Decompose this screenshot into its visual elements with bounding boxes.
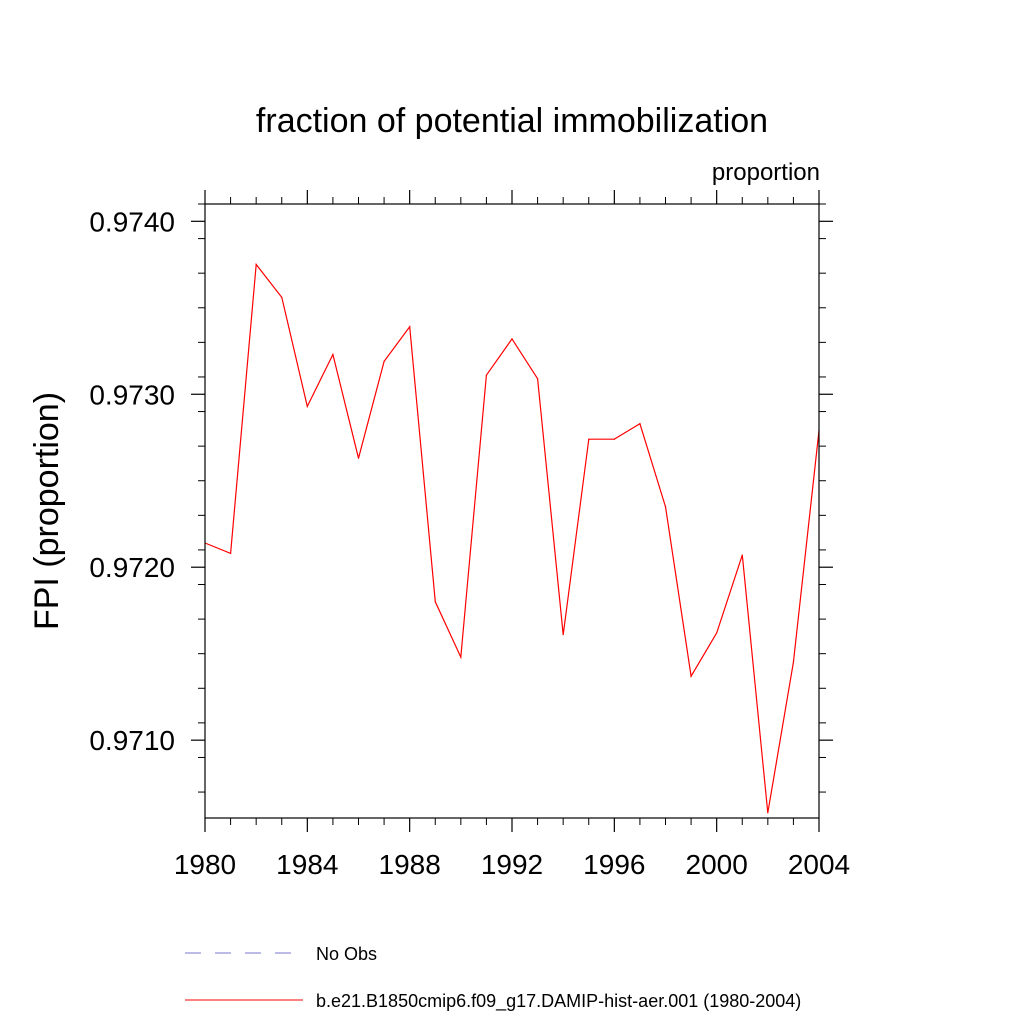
data-point (229, 552, 232, 554)
chart-subtitle-right: proportion (712, 159, 820, 186)
legend-label: No Obs (316, 944, 377, 964)
x-tick-label: 1996 (583, 849, 645, 880)
legend-label: b.e21.B1850cmip6.f09_g17.DAMIP-hist-aer.… (316, 991, 801, 1012)
data-point (613, 438, 615, 440)
x-tick-label: 1984 (276, 849, 338, 880)
data-point (460, 656, 462, 658)
data-point (511, 338, 513, 340)
data-point (383, 360, 385, 362)
y-tick-label: 0.9730 (89, 379, 175, 410)
chart-title: fraction of potential immobilization (256, 102, 768, 140)
y-tick-labels: 0.9710 0.9720 0.9730 0.9740 (89, 206, 175, 756)
data-point (332, 353, 334, 356)
data-point (792, 661, 795, 663)
y-axis-label: FPI (proportion) (28, 392, 66, 630)
x-tick-label: 1980 (174, 849, 236, 880)
x-tick-label: 2000 (686, 849, 748, 880)
data-point (690, 675, 692, 677)
x-tick-label: 1988 (379, 849, 441, 880)
data-point (485, 374, 488, 376)
data-point (434, 601, 436, 603)
y-tick-label: 0.9710 (89, 725, 175, 756)
data-point (409, 326, 411, 328)
data-point (639, 423, 641, 425)
x-tick-labels: 1980 1984 1988 1992 1996 2000 2004 (174, 849, 850, 880)
series-line (204, 262, 820, 813)
y-tick-label: 0.9740 (89, 206, 175, 237)
plot-frame (204, 203, 820, 819)
data-point (357, 457, 360, 459)
data-point (281, 296, 283, 298)
data-point (741, 554, 743, 556)
y-tick-label: 0.9720 (89, 552, 175, 583)
data-point (716, 632, 718, 634)
data-point (562, 634, 564, 636)
data-point (255, 263, 257, 266)
x-tick-label: 1992 (481, 849, 543, 880)
data-point (306, 405, 308, 407)
data-point (588, 438, 590, 440)
legend: No Obs b.e21.B1850cmip6.f09_g17.DAMIP-his… (185, 944, 801, 1012)
data-point (536, 378, 539, 380)
series-layer (204, 262, 820, 814)
data-point (767, 812, 769, 814)
axis-ticks (191, 190, 833, 832)
x-tick-label: 2004 (788, 849, 850, 880)
data-point (664, 506, 667, 508)
